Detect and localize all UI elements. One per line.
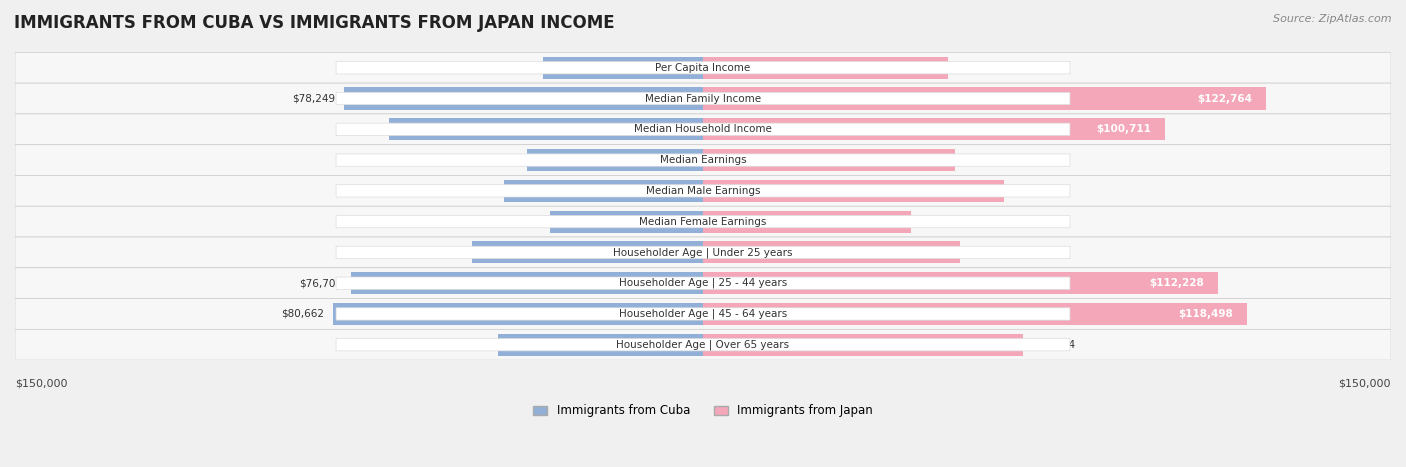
- Text: $150,000: $150,000: [1339, 379, 1391, 389]
- Text: $33,291: $33,291: [498, 217, 541, 226]
- FancyBboxPatch shape: [15, 329, 1391, 360]
- FancyBboxPatch shape: [389, 118, 703, 141]
- Text: Source: ZipAtlas.com: Source: ZipAtlas.com: [1274, 14, 1392, 24]
- Text: $118,498: $118,498: [1178, 309, 1233, 319]
- Text: Median Family Income: Median Family Income: [645, 93, 761, 104]
- FancyBboxPatch shape: [703, 149, 955, 171]
- Text: $69,774: $69,774: [1032, 340, 1076, 350]
- FancyBboxPatch shape: [703, 333, 1024, 356]
- Text: $54,938: $54,938: [965, 155, 1007, 165]
- Text: Householder Age | 25 - 44 years: Householder Age | 25 - 44 years: [619, 278, 787, 289]
- FancyBboxPatch shape: [336, 154, 1070, 166]
- FancyBboxPatch shape: [15, 145, 1391, 176]
- FancyBboxPatch shape: [550, 211, 703, 233]
- FancyBboxPatch shape: [15, 298, 1391, 329]
- FancyBboxPatch shape: [703, 211, 911, 233]
- FancyBboxPatch shape: [336, 246, 1070, 259]
- FancyBboxPatch shape: [336, 339, 1070, 351]
- Text: $38,426: $38,426: [474, 155, 517, 165]
- FancyBboxPatch shape: [336, 92, 1070, 105]
- Text: $34,910: $34,910: [491, 63, 534, 73]
- Text: $50,374: $50,374: [420, 248, 463, 257]
- FancyBboxPatch shape: [503, 180, 703, 202]
- FancyBboxPatch shape: [336, 308, 1070, 320]
- Text: $76,701: $76,701: [299, 278, 342, 288]
- Text: $68,461: $68,461: [336, 124, 380, 134]
- FancyBboxPatch shape: [336, 184, 1070, 197]
- FancyBboxPatch shape: [703, 118, 1166, 141]
- Text: $122,764: $122,764: [1198, 93, 1253, 104]
- Text: IMMIGRANTS FROM CUBA VS IMMIGRANTS FROM JAPAN INCOME: IMMIGRANTS FROM CUBA VS IMMIGRANTS FROM …: [14, 14, 614, 32]
- FancyBboxPatch shape: [527, 149, 703, 171]
- FancyBboxPatch shape: [543, 57, 703, 79]
- FancyBboxPatch shape: [333, 303, 703, 325]
- FancyBboxPatch shape: [15, 268, 1391, 298]
- Text: $65,518: $65,518: [1012, 186, 1056, 196]
- FancyBboxPatch shape: [352, 272, 703, 294]
- Text: $44,735: $44,735: [446, 340, 489, 350]
- FancyBboxPatch shape: [15, 176, 1391, 206]
- FancyBboxPatch shape: [15, 237, 1391, 268]
- FancyBboxPatch shape: [472, 241, 703, 263]
- FancyBboxPatch shape: [703, 241, 959, 263]
- FancyBboxPatch shape: [703, 87, 1265, 110]
- Text: $80,662: $80,662: [281, 309, 323, 319]
- FancyBboxPatch shape: [15, 206, 1391, 237]
- Text: Householder Age | Under 25 years: Householder Age | Under 25 years: [613, 247, 793, 258]
- FancyBboxPatch shape: [336, 215, 1070, 228]
- Text: Median Household Income: Median Household Income: [634, 124, 772, 134]
- Text: Median Male Earnings: Median Male Earnings: [645, 186, 761, 196]
- FancyBboxPatch shape: [15, 83, 1391, 114]
- FancyBboxPatch shape: [344, 87, 703, 110]
- Text: $78,249: $78,249: [292, 93, 335, 104]
- FancyBboxPatch shape: [15, 114, 1391, 145]
- Text: Per Capita Income: Per Capita Income: [655, 63, 751, 73]
- Text: Median Earnings: Median Earnings: [659, 155, 747, 165]
- Text: Householder Age | 45 - 64 years: Householder Age | 45 - 64 years: [619, 309, 787, 319]
- Text: $53,359: $53,359: [957, 63, 1000, 73]
- Text: Median Female Earnings: Median Female Earnings: [640, 217, 766, 226]
- FancyBboxPatch shape: [498, 333, 703, 356]
- FancyBboxPatch shape: [703, 57, 948, 79]
- FancyBboxPatch shape: [336, 123, 1070, 135]
- Legend: Immigrants from Cuba, Immigrants from Japan: Immigrants from Cuba, Immigrants from Ja…: [529, 399, 877, 422]
- FancyBboxPatch shape: [703, 180, 1004, 202]
- Text: $43,461: $43,461: [451, 186, 495, 196]
- FancyBboxPatch shape: [15, 52, 1391, 83]
- Text: $112,228: $112,228: [1149, 278, 1204, 288]
- Text: $100,711: $100,711: [1097, 124, 1152, 134]
- Text: $150,000: $150,000: [15, 379, 67, 389]
- FancyBboxPatch shape: [336, 277, 1070, 290]
- FancyBboxPatch shape: [703, 272, 1218, 294]
- Text: $55,932: $55,932: [969, 248, 1012, 257]
- Text: Householder Age | Over 65 years: Householder Age | Over 65 years: [616, 340, 790, 350]
- FancyBboxPatch shape: [703, 303, 1247, 325]
- Text: $45,323: $45,323: [920, 217, 963, 226]
- FancyBboxPatch shape: [336, 62, 1070, 74]
